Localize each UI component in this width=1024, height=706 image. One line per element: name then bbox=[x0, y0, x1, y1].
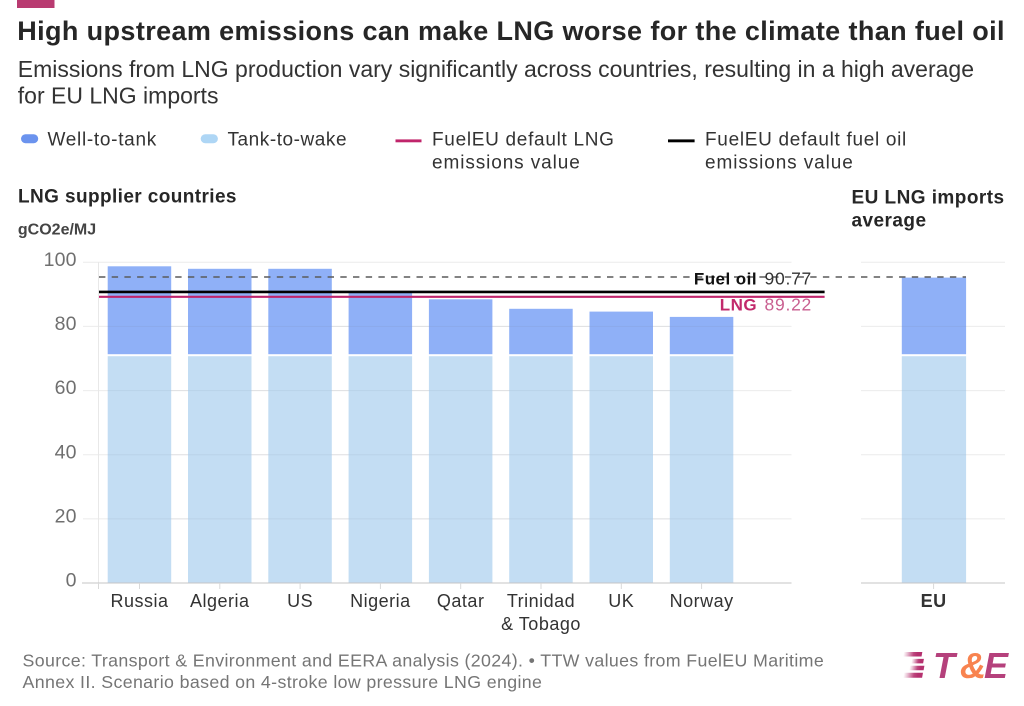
svg-text:80: 80 bbox=[55, 313, 77, 335]
svg-text:E: E bbox=[984, 645, 1009, 686]
svg-text:Qatar: Qatar bbox=[437, 591, 485, 611]
svg-text:89.22: 89.22 bbox=[765, 295, 813, 315]
svg-text:LNG supplier countries: LNG supplier countries bbox=[18, 186, 237, 207]
svg-text:LNG: LNG bbox=[720, 296, 757, 315]
svg-text:100: 100 bbox=[44, 249, 77, 271]
svg-text:40: 40 bbox=[55, 441, 77, 463]
svg-text:0: 0 bbox=[66, 570, 77, 592]
svg-text:FuelEU default LNG: FuelEU default LNG bbox=[432, 130, 615, 151]
svg-text:20: 20 bbox=[55, 506, 77, 528]
svg-text:FuelEU default fuel oil: FuelEU default fuel oil bbox=[705, 130, 907, 151]
svg-text:emissions value: emissions value bbox=[432, 152, 581, 173]
svg-text:Source: Transport & Environmen: Source: Transport & Environment and EERA… bbox=[23, 651, 825, 671]
svg-text:for EU LNG imports: for EU LNG imports bbox=[18, 83, 219, 109]
svg-text:Well-to-tank: Well-to-tank bbox=[48, 130, 157, 151]
svg-text:UK: UK bbox=[608, 591, 634, 611]
svg-text:& Tobago: & Tobago bbox=[501, 614, 581, 634]
svg-text:Tank-to-wake: Tank-to-wake bbox=[228, 130, 348, 151]
svg-text:Norway: Norway bbox=[670, 591, 734, 611]
svg-text:Algeria: Algeria bbox=[190, 591, 250, 611]
svg-text:90.77: 90.77 bbox=[765, 268, 813, 288]
svg-text:Russia: Russia bbox=[110, 591, 169, 611]
svg-text:High upstream emissions can ma: High upstream emissions can make LNG wor… bbox=[17, 16, 1005, 46]
svg-text:T: T bbox=[933, 645, 958, 686]
svg-text:60: 60 bbox=[55, 377, 77, 399]
svg-text:Emissions from LNG production: Emissions from LNG production vary signi… bbox=[18, 56, 974, 82]
svg-text:Trinidad: Trinidad bbox=[507, 591, 575, 611]
svg-text:emissions value: emissions value bbox=[705, 152, 854, 173]
svg-text:Fuel oil: Fuel oil bbox=[694, 269, 757, 288]
svg-text:Annex II. Scenario based on 4-: Annex II. Scenario based on 4-stroke low… bbox=[23, 672, 543, 692]
svg-text:average: average bbox=[852, 211, 927, 232]
svg-text:Nigeria: Nigeria bbox=[350, 591, 411, 611]
svg-text:gCO2e/MJ: gCO2e/MJ bbox=[18, 222, 96, 239]
svg-text:EU: EU bbox=[921, 591, 947, 611]
svg-text:US: US bbox=[287, 591, 313, 611]
svg-text:&: & bbox=[960, 645, 986, 686]
svg-text:EU LNG imports: EU LNG imports bbox=[852, 188, 1005, 209]
